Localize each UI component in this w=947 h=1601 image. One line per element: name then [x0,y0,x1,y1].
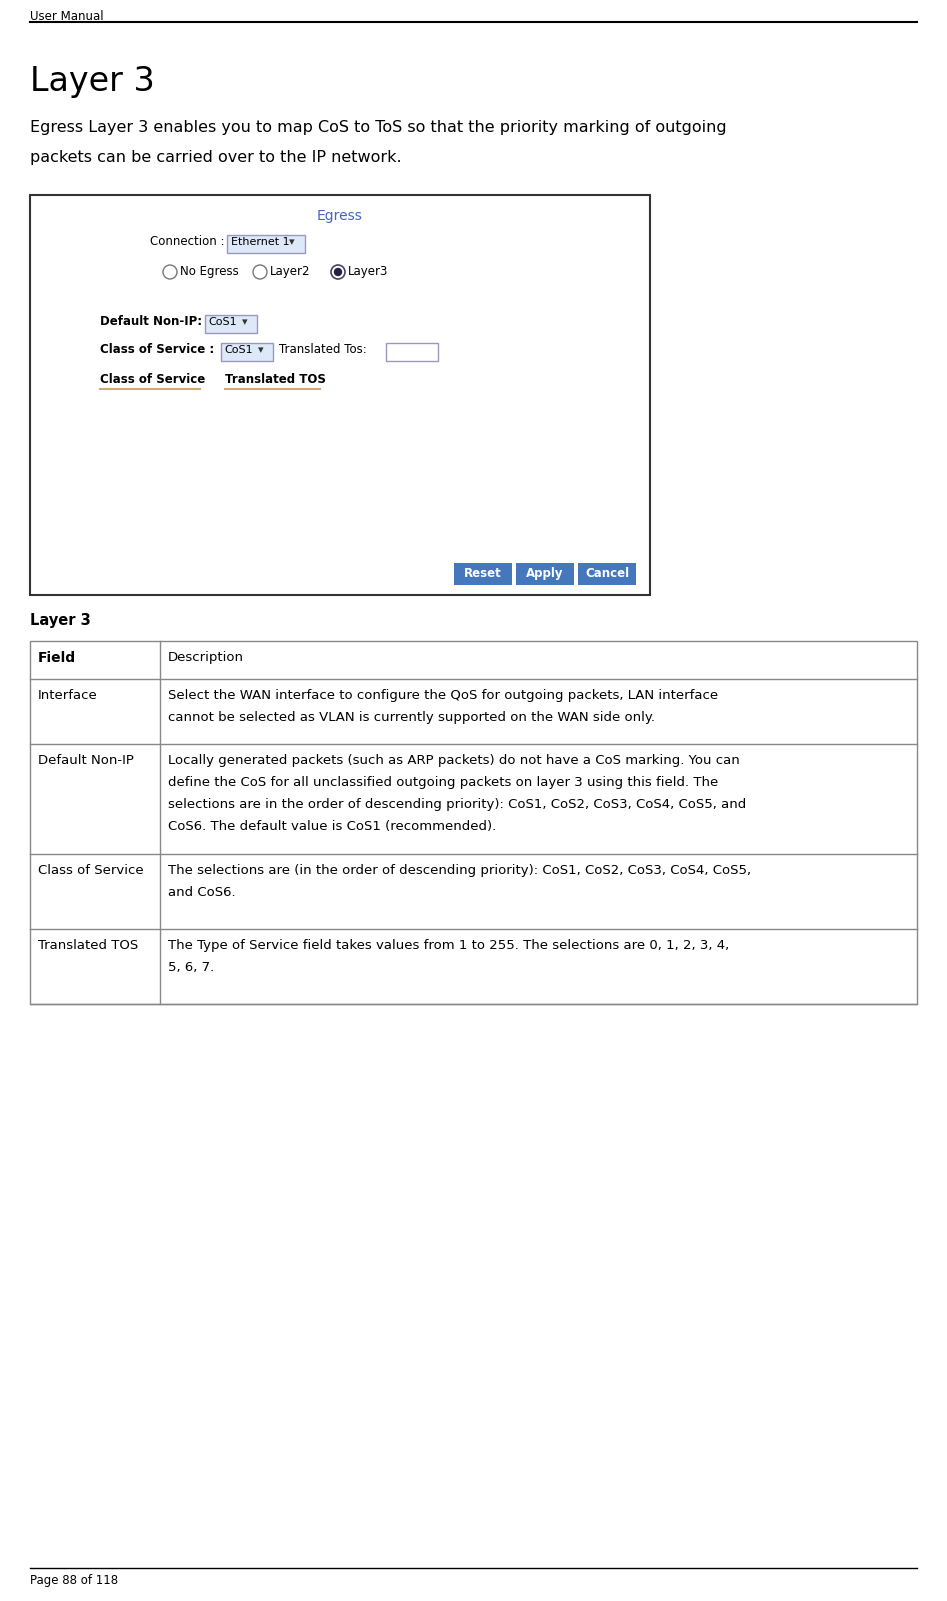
Bar [205,315,257,333]
Bar [221,343,273,360]
Text: Class of Service :: Class of Service : [100,343,214,355]
Text: Default Non-IP:: Default Non-IP: [100,315,202,328]
Bar [578,564,636,584]
Bar [30,195,650,596]
Text: Ethernet 1: Ethernet 1 [231,237,290,247]
Text: packets can be carried over to the IP network.: packets can be carried over to the IP ne… [30,150,402,165]
Text: cannot be selected as VLAN is currently supported on the WAN side only.: cannot be selected as VLAN is currently … [168,711,655,724]
Text: Locally generated packets (such as ARP packets) do not have a CoS marking. You c: Locally generated packets (such as ARP p… [168,754,740,767]
Text: Connection :: Connection : [151,235,225,248]
Text: define the CoS for all unclassified outgoing packets on layer 3 using this field: define the CoS for all unclassified outg… [168,776,718,789]
Text: Cancel: Cancel [585,567,629,580]
Text: and CoS6.: and CoS6. [168,885,236,900]
Text: Interface: Interface [38,688,98,701]
Bar [516,564,574,584]
Text: ▾: ▾ [258,344,263,355]
Text: Layer2: Layer2 [270,266,311,279]
Text: The Type of Service field takes values from 1 to 255. The selections are 0, 1, 2: The Type of Service field takes values f… [168,940,729,953]
Text: Select the WAN interface to configure the QoS for outgoing packets, LAN interfac: Select the WAN interface to configure th… [168,688,718,701]
Bar [454,564,512,584]
Text: No Egress: No Egress [180,266,239,279]
Text: Field: Field [38,652,76,664]
Text: Class of Service: Class of Service [100,373,205,386]
Text: Translated Tos:: Translated Tos: [279,343,366,355]
Text: ▾: ▾ [289,237,295,247]
Text: Layer3: Layer3 [348,266,388,279]
Text: 5, 6, 7.: 5, 6, 7. [168,961,214,973]
Text: CoS1: CoS1 [208,317,237,327]
Text: Layer 3: Layer 3 [30,613,91,628]
Text: CoS6. The default value is CoS1 (recommended).: CoS6. The default value is CoS1 (recomme… [168,820,496,833]
Text: ▾: ▾ [242,317,247,327]
Text: User Manual: User Manual [30,10,103,22]
Circle shape [334,269,342,275]
Text: Page 88 of 118: Page 88 of 118 [30,1574,118,1587]
Text: Translated TOS: Translated TOS [38,940,138,953]
Text: Reset: Reset [464,567,502,580]
Text: CoS1: CoS1 [224,344,253,355]
Bar [386,343,438,360]
Text: Apply: Apply [527,567,563,580]
Text: Translated TOS: Translated TOS [225,373,326,386]
Bar [30,640,917,1004]
Text: Class of Service: Class of Service [38,865,144,877]
Text: selections are in the order of descending priority): CoS1, CoS2, CoS3, CoS4, CoS: selections are in the order of descendin… [168,797,746,812]
Text: Egress Layer 3 enables you to map CoS to ToS so that the priority marking of out: Egress Layer 3 enables you to map CoS to… [30,120,726,134]
Text: Egress: Egress [317,210,363,223]
Text: The selections are (in the order of descending priority): CoS1, CoS2, CoS3, CoS4: The selections are (in the order of desc… [168,865,751,877]
Text: Default Non-IP: Default Non-IP [38,754,134,767]
Text: Description: Description [168,652,244,664]
Text: Layer 3: Layer 3 [30,66,154,98]
Bar [227,235,305,253]
